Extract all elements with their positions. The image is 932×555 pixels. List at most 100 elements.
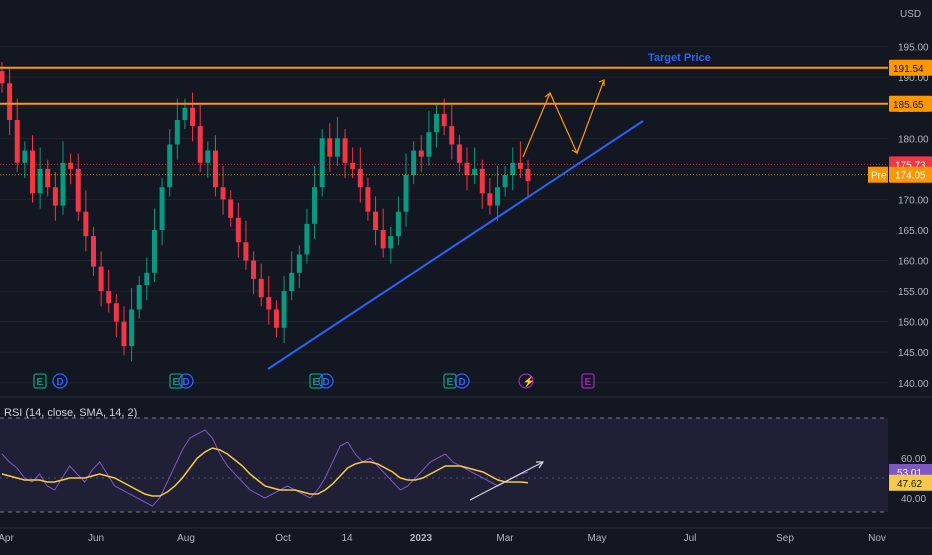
candle-body[interactable] — [289, 272, 295, 292]
candle-body[interactable] — [205, 150, 211, 163]
candle-body[interactable] — [281, 291, 287, 328]
candle-body[interactable] — [426, 132, 432, 157]
candle-body[interactable] — [220, 187, 226, 200]
candle-body[interactable] — [52, 187, 58, 206]
candle-body[interactable] — [342, 138, 348, 163]
candle-body[interactable] — [296, 254, 302, 273]
rsi-sma-line[interactable] — [1, 447, 529, 497]
rsi-trend-arrow[interactable] — [469, 461, 544, 501]
candle-body[interactable] — [449, 126, 455, 145]
candle-body[interactable] — [7, 83, 13, 120]
candle-body[interactable] — [464, 162, 470, 175]
candle-body[interactable] — [37, 168, 43, 194]
target-price-text: Target Price — [648, 52, 711, 64]
candle-body[interactable] — [258, 278, 264, 298]
candle-body[interactable] — [334, 138, 340, 157]
event-marker-icon[interactable] — [443, 373, 457, 389]
event-marker-icon[interactable] — [318, 373, 334, 389]
x-tick-label: Jul — [684, 533, 697, 544]
event-marker-label: D — [459, 377, 466, 388]
candle-body[interactable] — [129, 309, 135, 347]
projection-arrowhead — [544, 92, 554, 100]
candle-body[interactable] — [304, 223, 310, 255]
x-tick-label: 2023 — [410, 533, 433, 544]
candle-body[interactable] — [90, 236, 96, 267]
event-marker-icon[interactable] — [518, 373, 534, 389]
event-marker-icon[interactable] — [178, 373, 194, 389]
premarket-tag — [868, 166, 888, 183]
price-marker-label: 175.73 — [895, 160, 926, 171]
x-tick-label: May — [588, 533, 607, 544]
candle-body[interactable] — [136, 285, 142, 310]
candle-body[interactable] — [479, 168, 485, 194]
candle-body[interactable] — [14, 120, 20, 163]
rsi-line[interactable] — [1, 429, 529, 507]
price-marker-tag — [889, 166, 932, 183]
candle-body[interactable] — [60, 162, 66, 206]
candle-body[interactable] — [380, 230, 386, 249]
candle-body[interactable] — [45, 168, 51, 188]
candle-body[interactable] — [174, 120, 180, 145]
candle-body[interactable] — [373, 211, 379, 230]
candle-body[interactable] — [190, 107, 196, 127]
candle-body[interactable] — [266, 297, 272, 310]
candle-body[interactable] — [182, 107, 188, 120]
candle-body[interactable] — [29, 150, 35, 194]
candle-body[interactable] — [441, 113, 447, 127]
candle-body[interactable] — [0, 71, 5, 84]
candle-body[interactable] — [83, 211, 89, 237]
candle-body[interactable] — [228, 199, 234, 218]
candle-body[interactable] — [319, 138, 325, 188]
candle-body[interactable] — [434, 113, 440, 133]
candle-body[interactable] — [456, 144, 462, 163]
candle-body[interactable] — [251, 260, 257, 279]
candle-body[interactable] — [167, 144, 173, 188]
candle-body[interactable] — [151, 230, 157, 273]
candle-body[interactable] — [235, 217, 241, 243]
candle-body[interactable] — [403, 175, 409, 212]
price-projection-path[interactable] — [522, 79, 605, 158]
event-marker-icon[interactable] — [169, 373, 183, 389]
candle-body[interactable] — [106, 291, 112, 304]
candle-body[interactable] — [365, 187, 371, 212]
candle-body[interactable] — [502, 175, 508, 188]
candle-body[interactable] — [98, 266, 104, 292]
candle-body[interactable] — [144, 272, 150, 285]
event-marker-icon[interactable] — [581, 373, 595, 389]
level-price-label: 185.65 — [893, 100, 924, 111]
candle-body[interactable] — [243, 242, 249, 261]
candle-body[interactable] — [273, 309, 279, 328]
candle-body[interactable] — [388, 236, 394, 249]
candle-body[interactable] — [312, 187, 318, 224]
candle-body[interactable] — [395, 211, 401, 237]
candle-body[interactable] — [212, 150, 218, 188]
candle-body[interactable] — [510, 162, 516, 175]
event-marker-icon[interactable] — [454, 373, 470, 389]
x-tick-label: Sep — [776, 533, 794, 544]
candle-body[interactable] — [472, 168, 478, 175]
event-marker-icon[interactable] — [33, 373, 47, 389]
y-tick-label: 155.00 — [898, 287, 929, 298]
candle-body[interactable] — [411, 150, 417, 175]
projection-arrowhead — [598, 79, 605, 86]
event-marker-icon[interactable] — [309, 373, 323, 389]
candle-body[interactable] — [113, 303, 119, 322]
x-tick-label: Aug — [177, 533, 195, 544]
candle-body[interactable] — [22, 150, 28, 163]
candle-body[interactable] — [327, 138, 333, 157]
event-marker-label: E — [585, 377, 592, 388]
candle-body[interactable] — [159, 187, 165, 230]
candle-body[interactable] — [357, 168, 363, 188]
candle-body[interactable] — [495, 187, 501, 206]
candle-body[interactable] — [517, 162, 523, 169]
candle-body[interactable] — [418, 150, 424, 157]
candle-body[interactable] — [350, 162, 356, 169]
support-trendline[interactable] — [267, 120, 644, 370]
candle-body[interactable] — [75, 168, 81, 212]
candle-body[interactable] — [197, 126, 203, 163]
candle-body[interactable] — [68, 162, 74, 169]
candle-body[interactable] — [487, 193, 493, 206]
candle-body[interactable] — [121, 321, 127, 347]
event-marker-icon[interactable] — [52, 373, 68, 389]
